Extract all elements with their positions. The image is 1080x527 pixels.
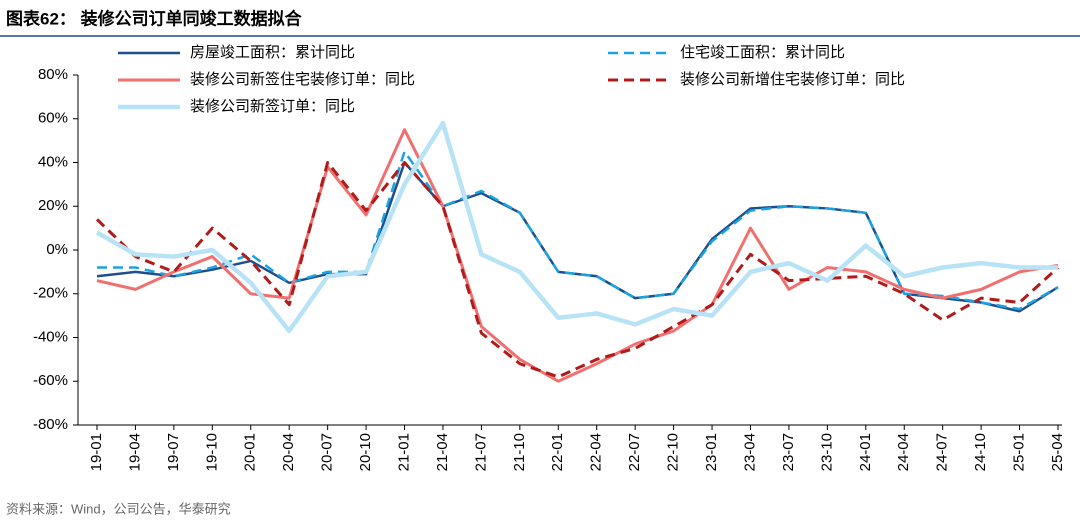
y-tick-label: -40% — [33, 328, 68, 345]
y-tick-label: 60% — [38, 110, 68, 127]
x-tick-label: 24-04 — [895, 433, 912, 471]
series-line — [96, 161, 1059, 313]
x-tick-label: 22-07 — [626, 433, 643, 471]
series-line — [97, 150, 1059, 311]
x-tick-label: 21-01 — [395, 433, 412, 471]
x-tick-label: 21-07 — [472, 433, 489, 471]
x-tick-label: 23-01 — [703, 433, 720, 471]
x-tick-label: 21-04 — [434, 433, 451, 471]
legend-label: 装修公司新签住宅装修订单：同比 — [190, 71, 415, 88]
x-tick-label: 19-07 — [165, 433, 182, 471]
x-tick-label: 20-10 — [357, 433, 374, 471]
chart-title: 图表62： 装修公司订单同竣工数据拟合 — [6, 8, 303, 28]
x-tick-label: 23-07 — [780, 433, 797, 471]
x-tick-label: 24-01 — [857, 433, 874, 471]
y-tick-label: 20% — [38, 197, 68, 214]
source: 资料来源：Wind，公司公告，华泰研究 — [6, 501, 231, 516]
x-tick-label: 24-10 — [972, 433, 989, 471]
x-tick-label: 20-04 — [280, 433, 297, 471]
x-tick-label: 24-07 — [934, 433, 951, 471]
legend-label: 装修公司新签订单：同比 — [190, 98, 355, 115]
legend-label: 房屋竣工面积：累计同比 — [190, 44, 355, 61]
x-tick-label: 23-10 — [818, 433, 835, 471]
y-tick-label: 40% — [38, 153, 68, 170]
x-tick-label: 25-01 — [1011, 433, 1028, 471]
x-tick-label: 20-07 — [319, 433, 336, 471]
series-line — [95, 161, 1060, 379]
y-tick-label: -80% — [33, 416, 68, 433]
x-tick-label: 22-10 — [665, 433, 682, 471]
y-tick-label: 80% — [38, 66, 68, 83]
series-line — [96, 128, 1059, 383]
x-tick-label: 20-01 — [242, 433, 259, 471]
y-tick-label: -20% — [33, 285, 68, 302]
x-tick-label: 19-01 — [88, 433, 105, 471]
legend-label: 装修公司新增住宅装修订单：同比 — [680, 71, 905, 88]
x-tick-label: 22-04 — [588, 433, 605, 471]
y-tick-label: -60% — [33, 372, 68, 389]
x-tick-label: 23-04 — [741, 433, 758, 471]
x-tick-label: 25-04 — [1049, 433, 1066, 471]
legend-label: 住宅竣工面积：累计同比 — [680, 44, 845, 61]
y-tick-label: 0% — [46, 241, 68, 258]
x-tick-label: 19-04 — [126, 433, 143, 471]
x-tick-label: 22-01 — [549, 433, 566, 471]
series-line — [95, 120, 1058, 334]
x-tick-label: 19-10 — [203, 433, 220, 471]
x-tick-label: 21-10 — [511, 433, 528, 471]
